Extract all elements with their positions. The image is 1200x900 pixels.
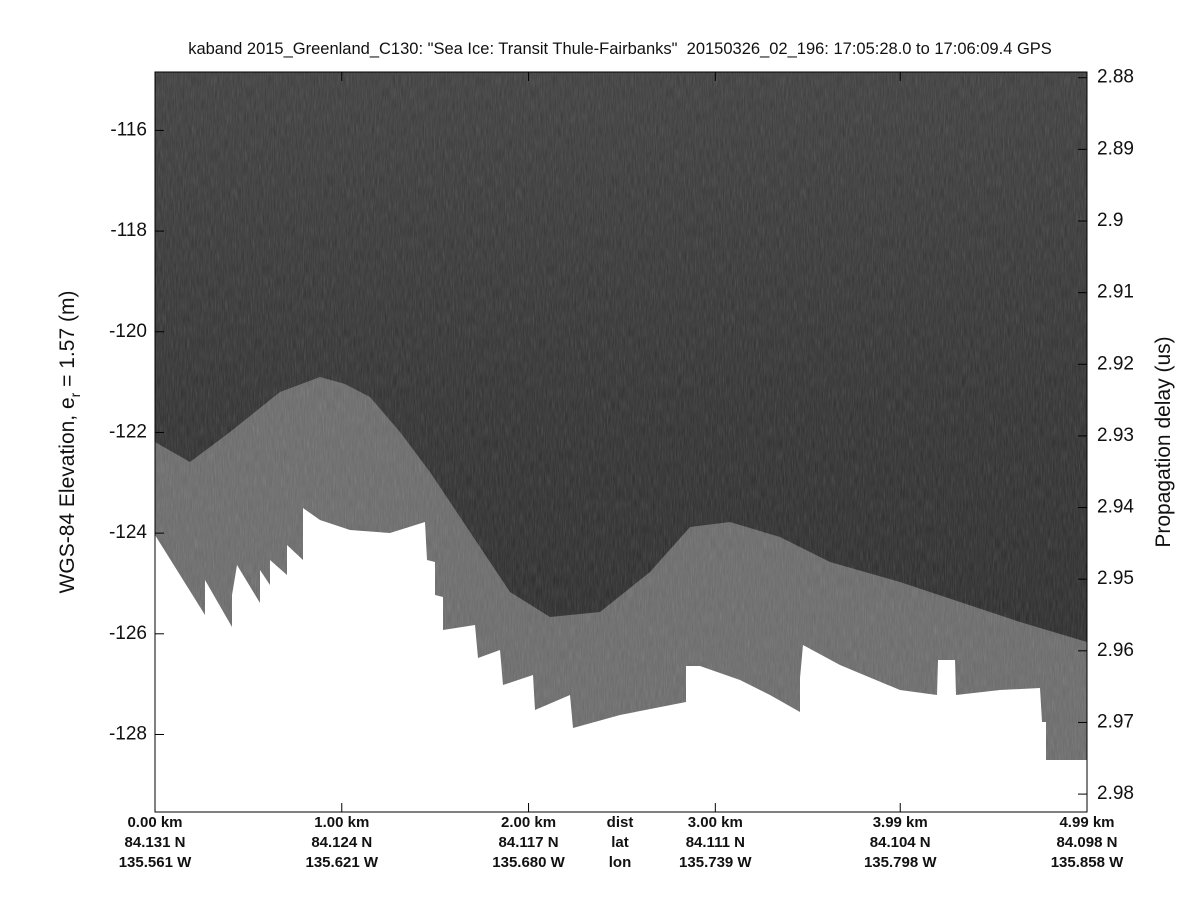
y2-tick-label: 2.93 bbox=[1097, 425, 1134, 446]
y2-tick-label: 2.97 bbox=[1097, 711, 1134, 732]
x-tick-lon: 135.621 W bbox=[306, 854, 379, 871]
row-label: lon bbox=[609, 854, 632, 871]
y2-tick-label: 2.88 bbox=[1097, 67, 1134, 88]
y2-tick-label: 2.91 bbox=[1097, 282, 1134, 303]
y2-tick-label: 2.9 bbox=[1097, 210, 1123, 231]
x-tick-lat: 84.124 N bbox=[311, 834, 372, 851]
x-tick-label: 4.99 km bbox=[1059, 814, 1114, 831]
y-tick-label: -126 bbox=[109, 623, 147, 644]
y-tick-label: -128 bbox=[109, 723, 147, 744]
y2-tick-label: 2.92 bbox=[1097, 353, 1134, 374]
y-axis-label-rest: = 1.57 (m) bbox=[56, 291, 79, 393]
y-axis-label: WGS-84 Elevation, er = 1.57 (m) bbox=[56, 291, 83, 594]
echogram-image bbox=[155, 72, 1087, 812]
y-axis-label-sub: r bbox=[67, 392, 83, 397]
y-tick-label: -118 bbox=[110, 220, 147, 241]
y2-tick-label: 2.98 bbox=[1097, 783, 1134, 804]
y2-axis-label: Propagation delay (us) bbox=[1152, 336, 1175, 547]
x-tick-label: 1.00 km bbox=[314, 814, 369, 831]
y2-tick-label: 2.95 bbox=[1097, 568, 1134, 589]
x-tick-lon: 135.561 W bbox=[119, 854, 192, 871]
no-data-region bbox=[155, 508, 1087, 812]
x-tick-label: 0.00 km bbox=[127, 814, 182, 831]
y-tick-label: -122 bbox=[109, 421, 147, 442]
x-tick-lon: 135.858 W bbox=[1051, 854, 1124, 871]
y2-tick-label: 2.94 bbox=[1097, 497, 1134, 518]
y-tick-label: -120 bbox=[109, 321, 147, 342]
x-tick-lon: 135.798 W bbox=[864, 854, 937, 871]
chart-title: kaband 2015_Greenland_C130: "Sea Ice: Tr… bbox=[188, 40, 1052, 58]
y2-tick-label: 2.89 bbox=[1097, 138, 1134, 159]
x-tick-lat: 84.111 N bbox=[686, 834, 745, 851]
y2-tick-label: 2.96 bbox=[1097, 640, 1134, 661]
x-tick-lat: 84.104 N bbox=[870, 834, 931, 851]
x-tick-label: 3.99 km bbox=[873, 814, 928, 831]
y-tick-label: -116 bbox=[110, 119, 147, 140]
plot-frame bbox=[154, 71, 1088, 813]
x-tick-label: 2.00 km bbox=[501, 814, 556, 831]
x-tick-lat: 84.131 N bbox=[125, 834, 186, 851]
x-tick-label: 3.00 km bbox=[688, 814, 743, 831]
x-tick-lat: 84.117 N bbox=[499, 834, 559, 851]
row-label: lat bbox=[611, 834, 629, 851]
row-label: dist bbox=[607, 814, 634, 831]
y-tick-label: -124 bbox=[109, 522, 147, 543]
x-tick-lon: 135.680 W bbox=[492, 854, 565, 871]
y-axis-label-main: WGS-84 Elevation, e bbox=[56, 397, 79, 593]
x-tick-lat: 84.098 N bbox=[1057, 834, 1118, 851]
x-tick-lon: 135.739 W bbox=[679, 854, 752, 871]
